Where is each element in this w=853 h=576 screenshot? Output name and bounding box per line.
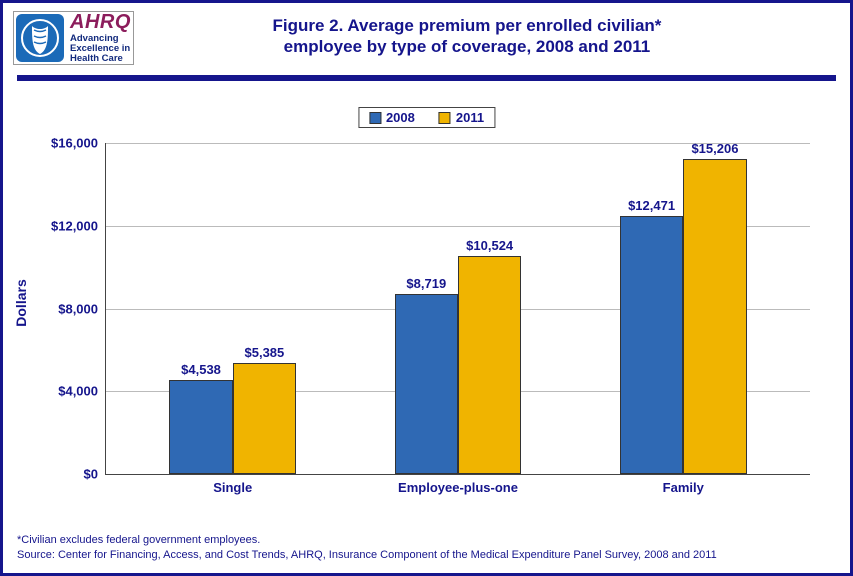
legend-swatch: [369, 112, 381, 124]
title-line: Figure 2. Average premium per enrolled c…: [134, 15, 800, 36]
bar-value-label: $12,471: [628, 198, 675, 217]
hhs-seal-icon: [16, 14, 64, 62]
y-tick-label: $16,000: [51, 136, 106, 151]
bar: $12,471: [620, 216, 683, 474]
ahrq-logo-text: AHRQ: [70, 12, 131, 32]
title-line: employee by type of coverage, 2008 and 2…: [134, 36, 800, 57]
footnotes: *Civilian excludes federal government em…: [17, 533, 836, 563]
bar-value-label: $5,385: [245, 345, 285, 364]
ahrq-tagline: Advancing Excellence in Health Care: [70, 34, 131, 64]
legend: 2008 2011: [358, 107, 495, 128]
x-category-label: Single: [213, 474, 252, 495]
x-category-label: Family: [663, 474, 704, 495]
legend-item: 2008: [369, 110, 415, 125]
legend-label: 2011: [456, 110, 484, 125]
bar-value-label: $4,538: [181, 362, 221, 381]
legend-swatch: [439, 112, 451, 124]
y-tick-label: $8,000: [58, 301, 106, 316]
legend-label: 2008: [386, 110, 415, 125]
figure-title: Figure 2. Average premium per enrolled c…: [134, 11, 800, 58]
x-category-label: Employee-plus-one: [398, 474, 518, 495]
bar: $8,719: [395, 294, 458, 474]
logo-block: AHRQ Advancing Excellence in Health Care: [13, 11, 134, 65]
tagline-line: Health Care: [70, 54, 131, 64]
header: AHRQ Advancing Excellence in Health Care…: [3, 3, 850, 65]
header-divider: [17, 75, 836, 81]
chart-area: 20082011 Dollars $0$4,000$8,000$12,000$1…: [33, 103, 820, 503]
bar-value-label: $8,719: [406, 276, 446, 295]
source-text: Source: Center for Financing, Access, an…: [17, 548, 836, 563]
bar: $4,538: [169, 380, 232, 474]
figure-frame: AHRQ Advancing Excellence in Health Care…: [0, 0, 853, 576]
bar: $10,524: [458, 256, 521, 474]
bar: $5,385: [233, 363, 296, 474]
y-tick-label: $4,000: [58, 384, 106, 399]
y-tick-label: $12,000: [51, 218, 106, 233]
y-axis-label: Dollars: [13, 279, 29, 326]
bar-value-label: $15,206: [691, 141, 738, 160]
ahrq-logo-block: AHRQ Advancing Excellence in Health Care: [70, 12, 131, 64]
legend-item: 2011: [439, 110, 484, 125]
plot-region: $0$4,000$8,000$12,000$16,000Single$4,538…: [105, 143, 810, 475]
bar: $15,206: [683, 159, 746, 474]
bar-value-label: $10,524: [466, 238, 513, 257]
footnote-text: *Civilian excludes federal government em…: [17, 533, 836, 548]
y-tick-label: $0: [84, 467, 106, 482]
